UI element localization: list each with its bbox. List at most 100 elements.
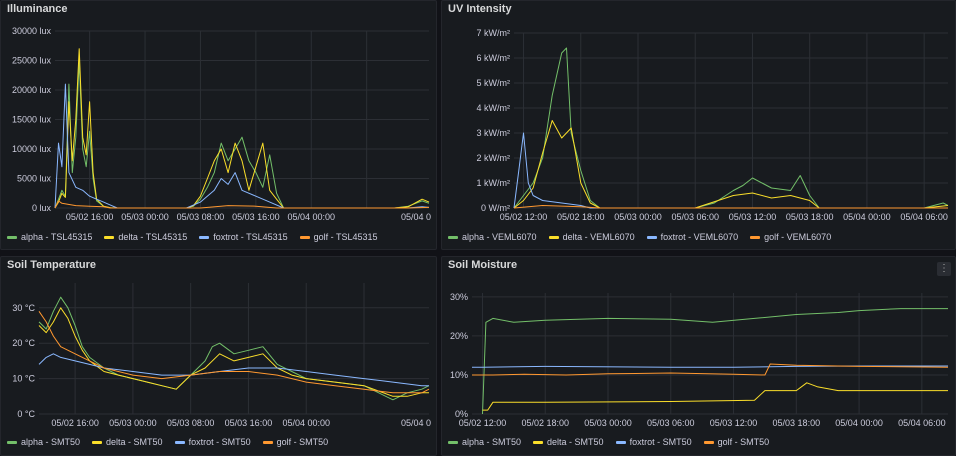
series-line-foxtrot <box>54 83 430 209</box>
chart-uv-intensity: 0 W/m² 1 kW/m² 2 kW/m² 3 kW/m² 4 kW/m² 5 kW/m… <box>477 28 949 222</box>
legend-item-foxtrot[interactable]: foxtrot - SMT50 <box>615 437 692 447</box>
x-tick-label: 05/03 06:00 <box>671 212 719 222</box>
legend-swatch <box>448 236 458 240</box>
legend-item-golf[interactable]: golf - SMT50 <box>262 437 329 447</box>
legend: alpha - SMT50 delta - SMT50 foxtrot - SMT5… <box>7 437 340 447</box>
legend-item-alpha[interactable]: alpha - SMT50 <box>7 437 80 447</box>
panel-illuminance: Illuminance 0 lux 5000 lux 10000 lux 15000 … <box>0 0 437 250</box>
legend-item-delta[interactable]: delta - SMT50 <box>533 437 604 447</box>
legend-label: foxtrot - SMT50 <box>629 437 692 447</box>
x-tick-label: 05/03 00:00 <box>109 418 157 428</box>
legend-label: alpha - TSL45315 <box>21 232 93 242</box>
x-tick-label: 05/02 12:00 <box>459 418 507 428</box>
legend-item-golf[interactable]: golf - SMT50 <box>703 437 770 447</box>
y-tick-label: 0 °C <box>17 409 35 419</box>
y-tick-label: 5 kW/m² <box>477 78 511 88</box>
panel-menu-icon[interactable]: ⋮ <box>937 262 951 276</box>
y-tick-label: 20000 lux <box>12 85 52 95</box>
y-tick-label: 1 kW/m² <box>477 178 511 188</box>
legend-label: foxtrot - TSL45315 <box>213 232 288 242</box>
x-tick-label: 05/03 12:00 <box>729 212 777 222</box>
legend-item-delta[interactable]: delta - SMT50 <box>92 437 163 447</box>
x-tick-label: 05/03 16:00 <box>225 418 273 428</box>
legend-item-alpha[interactable]: alpha - TSL45315 <box>7 232 92 242</box>
series-line-alpha <box>513 47 949 209</box>
legend-label: golf - VEML6070 <box>764 232 832 242</box>
x-tick-label: 05/02 16:00 <box>51 418 99 428</box>
x-tick-label: 05/04 00:00 <box>843 212 891 222</box>
legend-item-golf[interactable]: golf - TSL45315 <box>299 232 378 242</box>
panel-title: Soil Temperature <box>7 259 97 271</box>
series-line-golf <box>54 200 430 209</box>
legend-swatch <box>646 236 657 240</box>
legend-label: alpha - SMT50 <box>21 437 81 447</box>
series-line-alpha <box>482 308 948 415</box>
x-tick-label: 05/04 0 <box>401 418 431 428</box>
legend-swatch <box>262 441 273 445</box>
series-line-foxtrot <box>38 353 429 387</box>
legend-item-delta[interactable]: delta - VEML6070 <box>548 232 635 242</box>
legend-item-alpha[interactable]: alpha - VEML6070 <box>448 232 537 242</box>
series-line-delta <box>482 382 948 411</box>
chart-soil-temperature: 0 °C 10 °C 20 °C 30 °C 05/02 16:00 05/03 00:0… <box>12 283 431 428</box>
panel-title: UV Intensity <box>448 3 512 15</box>
grid <box>39 283 429 415</box>
x-tick-label: 05/04 0 <box>401 212 431 222</box>
grid <box>55 30 429 209</box>
chart-illuminance: 0 lux 5000 lux 10000 lux 15000 lux 20000 lux… <box>12 26 431 222</box>
y-tick-label: 10 °C <box>12 374 35 384</box>
series-line-golf <box>38 311 430 394</box>
legend-swatch <box>548 236 559 240</box>
legend-item-foxtrot[interactable]: foxtrot - TSL45315 <box>199 232 288 242</box>
legend-swatch <box>92 441 103 445</box>
legend-label: alpha - VEML6070 <box>462 232 537 242</box>
y-tick-label: 10% <box>450 370 468 380</box>
legend-swatch <box>448 441 458 445</box>
x-tick-label: 05/02 12:00 <box>500 212 548 222</box>
legend-swatch <box>199 236 210 240</box>
series-line-alpha <box>38 296 430 401</box>
x-tick-label: 05/03 00:00 <box>614 212 662 222</box>
legend-label: golf - SMT50 <box>717 437 770 447</box>
legend-item-alpha[interactable]: alpha - SMT50 <box>448 437 521 447</box>
legend-label: delta - TSL45315 <box>118 232 188 242</box>
x-tick-label: 05/04 00:00 <box>287 212 335 222</box>
x-tick-label: 05/02 18:00 <box>521 418 569 428</box>
legend-label: foxtrot - VEML6070 <box>660 232 739 242</box>
x-tick-label: 05/02 16:00 <box>66 212 114 222</box>
legend-label: golf - SMT50 <box>276 437 329 447</box>
y-tick-label: 7 kW/m² <box>477 28 511 38</box>
y-tick-label: 4 kW/m² <box>477 103 511 113</box>
legend-swatch <box>7 441 17 445</box>
x-tick-label: 05/04 06:00 <box>898 418 946 428</box>
y-tick-label: 30 °C <box>12 303 35 313</box>
series-line-delta <box>38 307 429 397</box>
x-tick-label: 05/03 18:00 <box>786 212 834 222</box>
panel-title: Soil Moisture <box>448 259 518 271</box>
panel-soil-temperature: Soil Temperature 0 °C 10 °C 20 °C 30 °C 05/0… <box>0 256 437 456</box>
legend-swatch <box>299 236 310 240</box>
legend-label: delta - VEML6070 <box>562 232 635 242</box>
x-tick-label: 05/03 18:00 <box>773 418 821 428</box>
panel-title: Illuminance <box>7 3 68 15</box>
panel-uv-intensity: UV Intensity 0 W/m² 1 kW/m² 2 kW/m² 3 kW/m²… <box>441 0 956 250</box>
legend-swatch <box>533 441 544 445</box>
grid <box>514 32 948 209</box>
series-line-alpha <box>54 60 430 209</box>
series-line-golf <box>472 363 949 376</box>
legend-label: delta - SMT50 <box>547 437 604 447</box>
x-tick-label: 05/03 08:00 <box>177 212 225 222</box>
legend-item-golf[interactable]: golf - VEML6070 <box>750 232 831 242</box>
legend-swatch <box>615 441 626 445</box>
grid <box>472 293 948 415</box>
y-tick-label: 0 lux <box>32 203 52 213</box>
legend-swatch <box>750 236 761 240</box>
legend-item-delta[interactable]: delta - TSL45315 <box>104 232 187 242</box>
legend-item-foxtrot[interactable]: foxtrot - VEML6070 <box>646 232 739 242</box>
series-line-delta <box>54 48 430 209</box>
legend-swatch <box>7 236 17 240</box>
legend-label: delta - SMT50 <box>106 437 163 447</box>
legend-item-foxtrot[interactable]: foxtrot - SMT50 <box>174 437 251 447</box>
legend: alpha - TSL45315 delta - TSL45315 foxtrot … <box>7 232 390 242</box>
x-tick-label: 05/04 00:00 <box>282 418 330 428</box>
